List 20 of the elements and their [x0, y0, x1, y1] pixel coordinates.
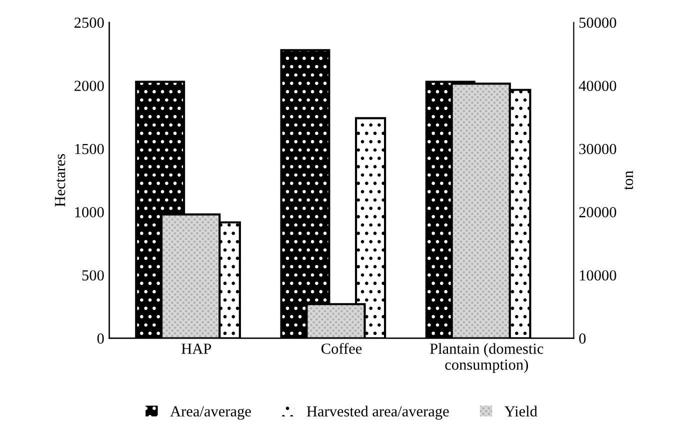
legend-label: Area/average: [170, 406, 251, 420]
y2-tick-label: 30000: [579, 144, 616, 154]
y-tick-label: 500: [82, 270, 104, 281]
y2-axis-title: ton: [624, 170, 634, 190]
y2-tick-label: 10000: [580, 270, 616, 281]
x-tick-label: Plantain (domestic consumption): [430, 343, 544, 373]
y-tick-label: 2000: [74, 80, 104, 92]
y-axis-title: Hectares: [55, 154, 66, 207]
y2-tick-label: 40000: [578, 80, 616, 92]
x-tick-label: Coffee: [321, 342, 362, 354]
y-tick-label: 1000: [75, 207, 104, 218]
y-tick-label: 2500: [74, 18, 104, 28]
y2-tick-label: 20000: [579, 207, 616, 218]
y-tick-label: 1500: [75, 144, 104, 154]
legend-label: Harvested area/average: [306, 406, 449, 420]
x-tick-label: HAP: [182, 344, 212, 354]
legend-label: Yield: [504, 406, 538, 417]
y2-tick-label: 0: [579, 333, 586, 344]
y2-tick-label: 50000: [579, 18, 616, 28]
y-tick-label: 0: [97, 333, 104, 344]
